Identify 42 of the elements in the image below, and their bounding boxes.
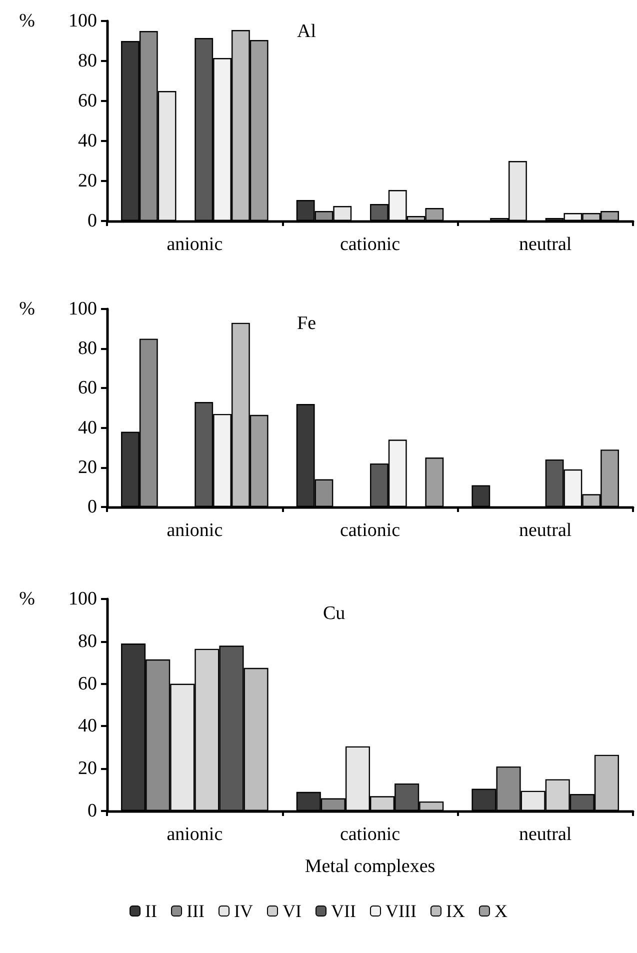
legend-label: II: [145, 901, 158, 921]
y-tick-label: 80: [78, 50, 97, 72]
y-tick-label: 60: [78, 673, 97, 694]
legend-label: IV: [234, 901, 254, 921]
x-tick-label: anionic: [166, 234, 223, 255]
y-tick-label: 0: [88, 496, 97, 518]
y-axis-title: %: [19, 10, 36, 32]
x-tick-label: anionic: [166, 520, 223, 541]
x-tick-label: neutral: [518, 520, 572, 541]
y-tick-label: 100: [68, 588, 97, 610]
x-tick-label: cationic: [340, 824, 400, 845]
y-tick-label: 20: [78, 456, 97, 478]
x-tick-label: neutral: [518, 234, 572, 255]
chart-title: Cu: [323, 603, 346, 624]
y-tick-label: 0: [88, 210, 97, 232]
legend-label: VII: [331, 901, 356, 921]
x-tick-label: cationic: [340, 520, 400, 541]
legend-label: VI: [282, 901, 302, 921]
y-tick-label: 100: [68, 298, 97, 320]
y-tick-label: 0: [88, 800, 97, 822]
legend-label: X: [494, 901, 508, 921]
x-tick-label: cationic: [340, 234, 400, 255]
y-tick-label: 40: [78, 417, 97, 438]
y-tick-label: 40: [78, 716, 97, 737]
y-tick-label: 80: [78, 630, 97, 652]
y-axis-title: %: [19, 298, 36, 320]
y-tick-label: 100: [68, 10, 97, 32]
legend-label: VIII: [385, 901, 416, 921]
x-tick-label: anionic: [166, 824, 223, 845]
y-tick-label: 60: [78, 378, 97, 399]
y-tick-label: 20: [78, 170, 97, 192]
chart-title: Fe: [297, 313, 316, 334]
y-axis-title: %: [19, 588, 36, 610]
y-tick-label: 20: [78, 758, 97, 780]
legend-label: IX: [446, 901, 465, 921]
y-tick-label: 40: [78, 130, 97, 152]
y-tick-label: 60: [78, 90, 97, 112]
y-tick-label: 80: [78, 338, 97, 360]
x-axis-title: Metal complexes: [304, 856, 436, 877]
chart-title: Al: [297, 21, 316, 42]
legend-label: III: [186, 901, 205, 921]
x-tick-label: neutral: [518, 824, 572, 845]
